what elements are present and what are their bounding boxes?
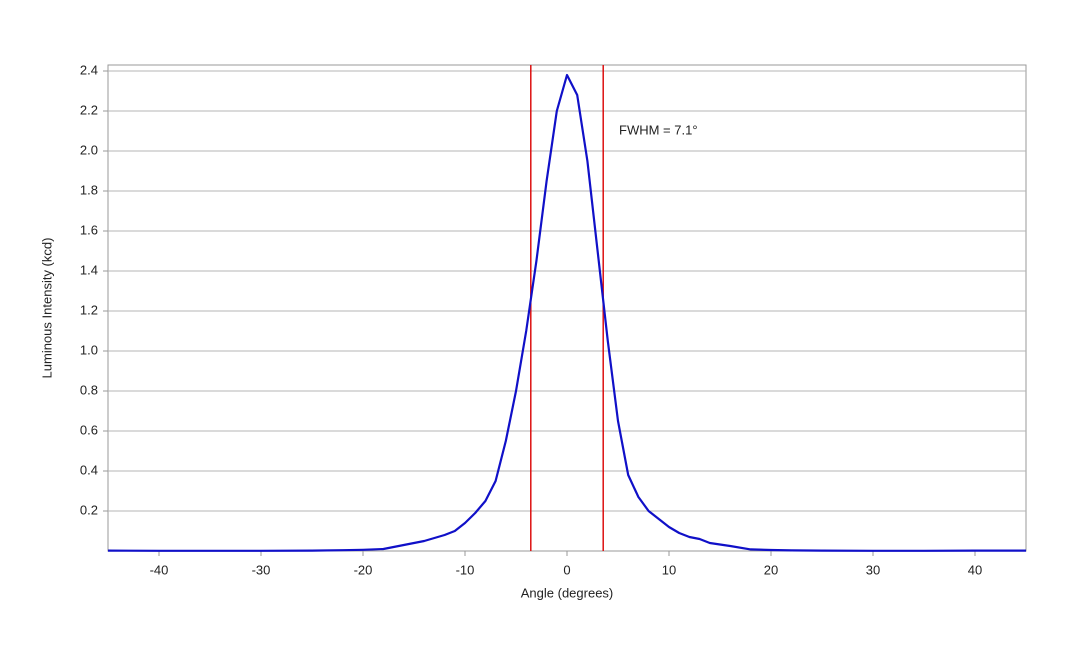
plot-area — [107, 64, 1027, 552]
y-tick-label: 0.6 — [80, 422, 98, 437]
y-tick-label: 1.8 — [80, 182, 98, 197]
y-tick-label: 2.0 — [80, 142, 98, 157]
y-tick-label: 1.6 — [80, 222, 98, 237]
x-tick-label: 30 — [866, 562, 880, 577]
y-tick-label: 2.4 — [80, 62, 98, 77]
x-tick-label: -20 — [354, 562, 373, 577]
y-tick-label: 0.8 — [80, 382, 98, 397]
x-tick-label: -40 — [150, 562, 169, 577]
y-tick-label: 0.2 — [80, 502, 98, 517]
data-line — [107, 73, 1026, 552]
annotation: FWHM = 7.1° — [619, 122, 698, 137]
y-tick-label: 1.4 — [80, 262, 98, 277]
x-tick-label: 0 — [563, 562, 570, 577]
x-tick-label: -30 — [252, 562, 271, 577]
y-tick-label: 1.0 — [80, 342, 98, 357]
y-tick-label: 0.4 — [80, 462, 98, 477]
y-axis-label: Luminous Intensity (kcd) — [39, 238, 54, 379]
x-tick-label: 20 — [764, 562, 778, 577]
x-tick-label: 40 — [968, 562, 982, 577]
y-tick-label: 1.2 — [80, 302, 98, 317]
x-tick-label: -10 — [456, 562, 475, 577]
y-tick-label: 2.2 — [80, 102, 98, 117]
x-tick-label: 10 — [662, 562, 676, 577]
x-axis-label: Angle (degrees) — [521, 585, 614, 600]
